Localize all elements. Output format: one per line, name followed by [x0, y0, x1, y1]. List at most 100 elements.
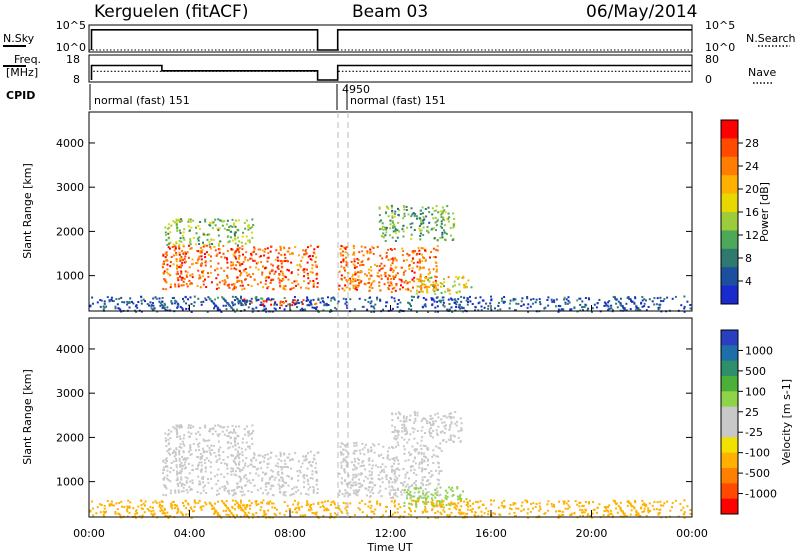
nave-label: Nave — [748, 66, 776, 79]
power-cell — [285, 305, 288, 308]
power-cell — [352, 263, 355, 266]
velocity-cell — [440, 430, 443, 433]
power-cell — [426, 289, 429, 291]
velocity-cell — [171, 501, 174, 504]
velocity-cell — [440, 418, 443, 421]
power-cell — [401, 228, 404, 231]
power-cell — [236, 280, 239, 283]
velocity-cell — [193, 499, 196, 502]
velocity-cell — [180, 424, 183, 427]
velocity-cell — [615, 507, 618, 510]
velocity-cell — [391, 513, 394, 516]
velocity-cell — [413, 437, 416, 440]
power-cell — [294, 246, 297, 248]
velocity-cell — [237, 442, 239, 445]
velocity-cell — [217, 479, 220, 482]
power-cell — [380, 277, 383, 280]
velocity-cell — [251, 424, 254, 427]
power-cell — [190, 247, 193, 250]
power-cell — [233, 287, 236, 290]
velocity-cell — [236, 482, 239, 485]
velocity-cell — [257, 454, 260, 457]
velocity-cell — [149, 506, 152, 509]
velocity-cell — [202, 481, 205, 484]
velocity-cell — [449, 436, 452, 439]
velocity-cell — [234, 437, 237, 440]
power-cell — [202, 245, 205, 248]
velocity-cell — [192, 425, 195, 428]
velocity-cell — [221, 430, 224, 433]
cpid-text-1: normal (fast) 151 — [94, 94, 190, 107]
power-cell — [314, 260, 317, 263]
power-cell — [396, 303, 399, 305]
velocity-cell — [230, 473, 233, 476]
velocity-colorbar-swatch — [721, 360, 738, 377]
power-cell — [161, 300, 164, 303]
velocity-cell — [447, 438, 450, 441]
velocity-cell — [265, 513, 268, 516]
velocity-cell — [408, 477, 410, 480]
velocity-cell — [434, 488, 437, 491]
velocity-cell — [478, 506, 481, 509]
velocity-cell — [322, 514, 325, 517]
velocity-cell — [414, 417, 417, 420]
power-cell — [568, 301, 571, 304]
velocity-cell — [535, 502, 538, 505]
velocity-cell — [562, 500, 565, 503]
power-cell — [169, 274, 172, 277]
velocity-cell — [391, 468, 394, 471]
velocity-cell — [189, 506, 192, 509]
velocity-cell — [414, 488, 417, 491]
velocity-cell — [414, 450, 417, 453]
power-cell — [306, 304, 309, 307]
power-cell — [199, 276, 202, 279]
velocity-cell — [169, 437, 172, 440]
power-cell — [244, 303, 247, 306]
power-cell — [192, 304, 195, 307]
power-cell — [131, 300, 133, 303]
velocity-cell — [449, 488, 452, 491]
power-cell — [440, 299, 442, 302]
power-cell — [202, 241, 204, 244]
velocity-cell — [612, 499, 615, 502]
velocity-cell — [417, 499, 420, 502]
power-cell — [420, 286, 423, 289]
velocity-cell — [179, 463, 182, 466]
velocity-cell — [196, 467, 199, 470]
power-cell — [221, 224, 224, 227]
power-cell — [386, 206, 389, 209]
velocity-cell — [221, 426, 224, 429]
power-cell — [416, 252, 418, 255]
power-cell — [581, 300, 584, 303]
velocity-cell — [377, 491, 380, 494]
velocity-cell — [352, 452, 355, 455]
power-cell — [242, 253, 244, 256]
power-cell — [424, 276, 426, 279]
velocity-cell — [163, 476, 166, 479]
velocity-cell — [657, 512, 660, 515]
power-cell — [238, 254, 241, 257]
power-cell — [464, 285, 467, 288]
velocity-ylabel: Slant Range [km] — [21, 369, 34, 465]
velocity-cell — [625, 515, 628, 518]
velocity-cell — [407, 513, 410, 516]
velocity-cell — [671, 506, 673, 509]
velocity-cell — [232, 459, 235, 462]
velocity-cell — [209, 452, 212, 454]
velocity-cell — [176, 432, 179, 434]
power-cell — [443, 209, 446, 212]
velocity-cell — [213, 507, 216, 510]
velocity-cell — [247, 434, 250, 437]
velocity-cell — [404, 473, 407, 476]
power-cell — [238, 257, 240, 260]
velocity-cell — [423, 502, 426, 505]
velocity-cell — [608, 513, 611, 516]
power-cell — [169, 261, 172, 263]
power-cell — [227, 229, 230, 232]
velocity-cell — [230, 454, 233, 456]
power-cell — [344, 269, 346, 272]
power-cell — [381, 222, 384, 225]
velocity-cell — [234, 492, 237, 495]
power-cell — [172, 243, 175, 246]
velocity-cell — [420, 447, 423, 450]
